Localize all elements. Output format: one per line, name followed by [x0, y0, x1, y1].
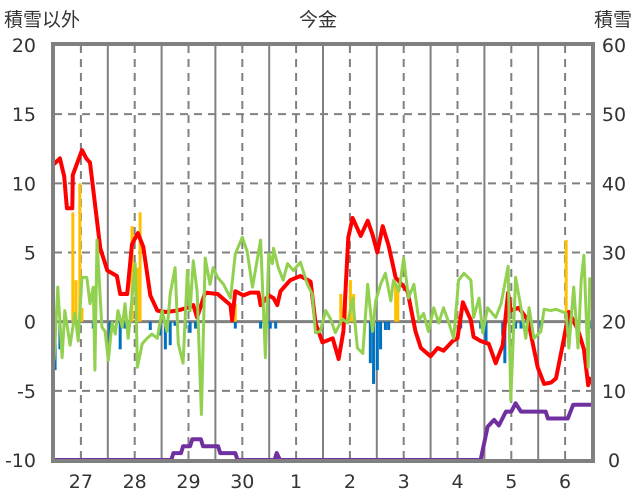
blue-bar: [519, 321, 523, 329]
plot-frame-border: [51, 42, 595, 463]
y-left-tick-label: -10: [5, 450, 36, 472]
orange-bar: [394, 284, 398, 322]
orange-bar: [80, 307, 84, 322]
left-axis-title: 積雪以外: [4, 9, 80, 31]
green-line: [52, 235, 592, 416]
y-right-tick-label: 0: [608, 450, 620, 472]
blue-bar: [375, 321, 379, 371]
blue-bar: [387, 321, 391, 330]
plot-frame: [51, 42, 595, 463]
blue-bar: [173, 321, 177, 326]
red-line: [52, 148, 593, 388]
chart-title: 今金: [299, 9, 337, 31]
x-tick-label: 5: [505, 471, 517, 493]
blue-bar: [372, 321, 376, 384]
y-right-tick-label: 40: [602, 173, 626, 195]
orange-bar: [339, 294, 343, 322]
x-tick-label: 1: [290, 471, 302, 493]
blue-bar: [274, 321, 278, 329]
blue-bar: [589, 321, 593, 329]
series-lines: [52, 148, 593, 462]
y-left-tick-label: -5: [17, 381, 36, 403]
y-right-tick-label: 10: [602, 381, 626, 403]
y-right-tick-label: 60: [602, 35, 626, 57]
x-tick-label: 29: [176, 471, 200, 493]
orange-bar: [130, 226, 134, 322]
orange-bar: [233, 303, 237, 322]
orange-bar: [396, 284, 400, 322]
blue-bar: [123, 321, 127, 329]
blue-bar: [233, 321, 237, 329]
y-right-tick-label: 20: [602, 312, 626, 334]
blue-bar: [484, 321, 488, 343]
x-tick-label: 30: [230, 471, 254, 493]
orange-bar: [348, 280, 352, 322]
orange-bar: [71, 212, 75, 322]
blue-bar: [188, 321, 192, 333]
y-left-tick-label: 15: [12, 104, 36, 126]
blue-bar: [163, 321, 167, 350]
y-left-tick-label: 20: [12, 35, 36, 57]
y-left-tick-label: 10: [12, 173, 36, 195]
blue-bar: [168, 321, 172, 346]
right-axis-title: 積雪: [594, 9, 632, 31]
blue-bar: [148, 321, 152, 330]
x-tick-label: 27: [69, 471, 93, 493]
blue-bar: [193, 321, 197, 329]
blue-bar: [379, 321, 383, 350]
x-tick-label: 28: [123, 471, 147, 493]
blue-bar: [259, 321, 263, 329]
orange-bar: [138, 212, 142, 322]
x-tick-label: 6: [559, 471, 571, 493]
blue-bar: [383, 321, 387, 330]
y-right-tick-label: 30: [602, 243, 626, 265]
blue-bar: [268, 321, 272, 329]
y-left-tick-label: 5: [24, 243, 36, 265]
x-tick-label: 4: [451, 471, 463, 493]
orange-bar: [564, 240, 568, 322]
orange-bar: [74, 280, 78, 322]
x-tick-label: 3: [398, 471, 410, 493]
x-tick-label: 2: [344, 471, 356, 493]
blue-bar: [118, 321, 122, 350]
y-right-tick-label: 50: [602, 104, 626, 126]
orange-bar: [135, 267, 139, 322]
blue-bar: [514, 321, 518, 329]
blue-bar: [368, 321, 372, 364]
y-left-tick-label: 0: [24, 312, 36, 334]
orange-bar: [78, 183, 82, 322]
snow-depth-line: [54, 401, 592, 462]
